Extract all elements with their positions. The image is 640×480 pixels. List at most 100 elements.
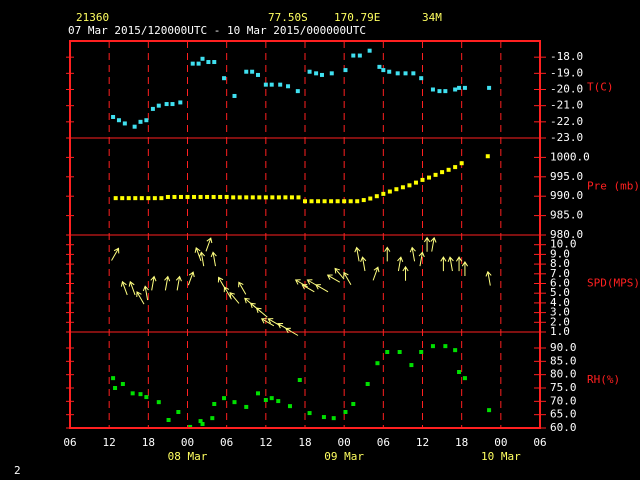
data-point [387,69,392,74]
data-point [166,418,171,422]
data-point [374,194,379,199]
data-point [427,175,432,180]
data-point [453,348,458,353]
x-tick-label: 06 [63,436,76,449]
data-point [132,124,137,129]
data-point [309,199,314,204]
wind-arrow [384,246,391,262]
data-point [198,194,203,199]
data-point [256,72,260,77]
wind-arrow [326,274,341,283]
data-point [409,363,414,368]
data-point [385,350,390,354]
data-point [269,396,274,401]
wind-arrow [294,279,309,288]
y-tick-label: 70.0 [550,394,577,407]
data-point [192,194,197,199]
wind-arrow [343,271,352,285]
data-point [296,195,301,200]
wind-arrow [418,251,425,267]
data-point [133,196,138,201]
x-tick-label: 00 [494,436,507,449]
data-point [250,69,255,74]
data-point [446,167,451,172]
data-point [144,118,149,123]
data-point [419,76,424,81]
wind-arrow [175,275,182,291]
date-label: 08 Mar [168,450,208,463]
data-point [329,199,334,204]
y-tick-label: 980.0 [550,228,583,241]
y-tick-label: 10.0 [550,238,577,251]
y-tick-label: 1.0 [550,325,570,338]
y-tick-label: -19.0 [550,66,583,79]
data-point [297,378,302,382]
data-point [222,396,227,401]
data-point [351,53,356,58]
y-tick-label: 60.0 [550,421,577,434]
data-point [487,408,492,413]
data-point [122,121,127,126]
data-point [200,422,205,426]
wind-arrow [142,285,149,301]
plot-frame [69,40,541,429]
data-point [413,180,418,185]
x-tick-label: 00 [181,436,194,449]
wind-arrow [198,251,206,267]
data-point [368,196,373,201]
data-point [314,71,319,76]
x-tick-label: 18 [298,436,311,449]
data-point [457,85,462,90]
data-point [440,170,445,175]
data-point [462,85,467,90]
data-point [361,198,366,203]
data-point [487,85,492,90]
y-tick-label: 1000.0 [550,150,590,163]
longitude: 170.79E [334,11,380,24]
panel-label: T(C) [587,81,614,94]
data-point [283,195,288,200]
data-point [375,361,380,366]
data-point [170,102,175,107]
data-point [331,416,336,421]
y-tick-label: 5.0 [550,286,570,299]
data-point [307,69,312,74]
data-point [335,199,340,204]
wind-arrow [485,270,492,286]
x-tick-label: 06 [533,436,546,449]
data-point [178,100,183,105]
data-point [156,400,161,405]
data-point [113,386,118,390]
y-tick-label: 4.0 [550,296,570,309]
data-point [113,196,118,201]
data-point [152,196,157,201]
y-tick-label: 3.0 [550,306,570,319]
data-point [321,415,326,420]
wind-arrow [111,247,120,261]
data-point [263,398,268,402]
x-tick-label: 12 [416,436,429,449]
data-point [120,382,125,386]
data-point [188,424,193,429]
wind-arrow [255,307,268,318]
data-point [394,187,399,192]
wind-arrow [238,281,247,295]
data-point [348,199,353,204]
latitude: 77.50S [268,11,308,24]
data-point [172,194,177,199]
data-point [165,194,170,199]
data-point [357,53,362,58]
data-point [316,199,321,204]
wind-arrow [360,256,367,272]
data-point [144,395,149,400]
y-tick-label: 6.0 [550,277,570,290]
date-label: 10 Mar [481,450,521,463]
wind-arrow [301,284,315,293]
wind-arrow [447,256,454,272]
data-point [150,106,155,111]
data-point [212,60,217,65]
data-point [263,195,268,200]
data-point [377,64,382,69]
y-tick-label: -18.0 [550,50,583,63]
